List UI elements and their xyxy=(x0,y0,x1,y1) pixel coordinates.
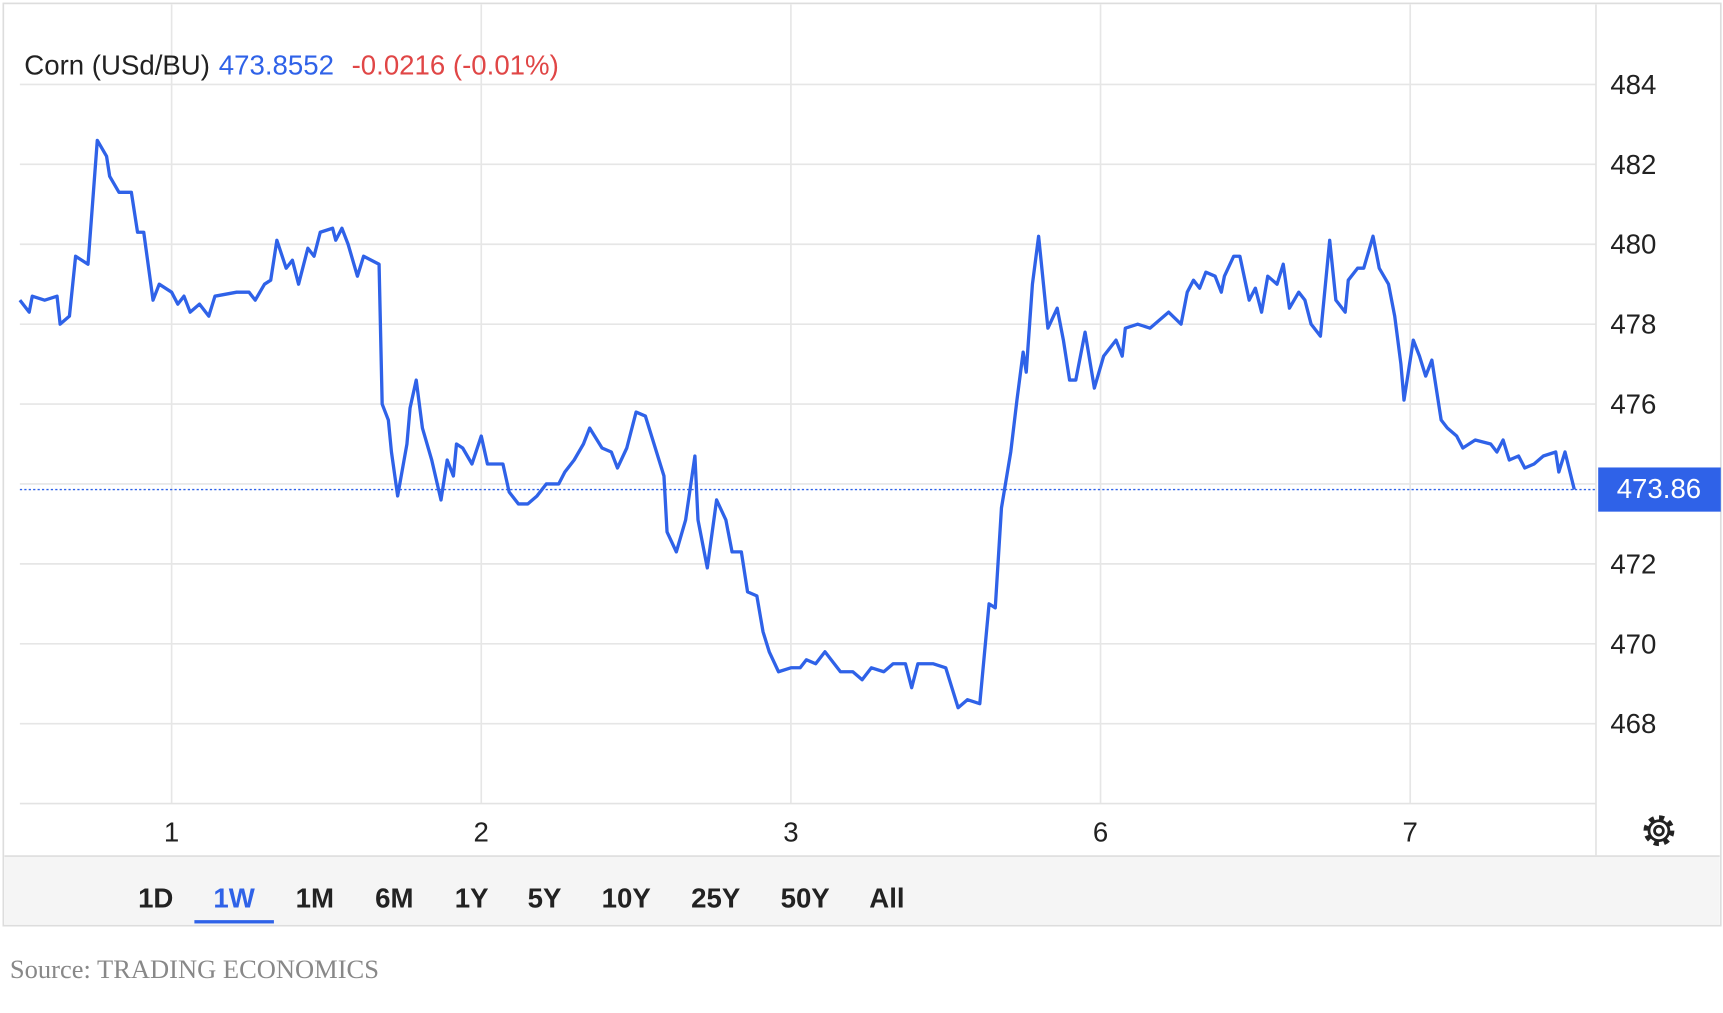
x-tick-label: 3 xyxy=(783,816,798,847)
x-tick-label: 6 xyxy=(1093,816,1108,847)
range-button[interactable]: All xyxy=(869,883,904,914)
chart-title: Corn (USd/BU) xyxy=(24,50,210,81)
range-bar xyxy=(4,856,1720,925)
x-tick-label: 1 xyxy=(164,816,179,847)
range-button[interactable]: 5Y xyxy=(528,883,562,914)
chart-card xyxy=(2,2,1722,927)
source: Source: TRADING ECONOMICS xyxy=(10,954,379,984)
x-tick-label: 2 xyxy=(474,816,489,847)
range-button[interactable]: 6M xyxy=(375,883,413,914)
y-tick-label: 470 xyxy=(1610,628,1656,659)
range-button[interactable]: 10Y xyxy=(602,883,651,914)
range-active-underline xyxy=(194,920,274,924)
price-change: -0.0216 (-0.01%) xyxy=(352,50,559,81)
y-tick-label: 472 xyxy=(1610,548,1656,579)
y-tick-label: 478 xyxy=(1610,309,1656,340)
price-line xyxy=(18,138,1576,710)
last-value-label: 473.86 xyxy=(1617,473,1701,504)
y-tick-label: 482 xyxy=(1610,149,1656,180)
y-tick-label: 476 xyxy=(1610,389,1656,420)
settings-icon[interactable] xyxy=(1643,815,1675,847)
last-value-tag xyxy=(1598,467,1721,512)
range-buttons: 1D 1W 1M 6M 1Y 5Y 10Y 25Y 50Y All xyxy=(138,883,905,924)
range-button[interactable]: 25Y xyxy=(691,883,740,914)
grid xyxy=(19,4,1596,804)
price: 473.8552 xyxy=(219,50,334,81)
plot xyxy=(18,138,1596,710)
y-tick-label: 480 xyxy=(1610,229,1656,260)
range-button[interactable]: 1M xyxy=(296,883,334,914)
range-button[interactable]: 1D xyxy=(138,883,173,914)
range-button[interactable]: 1Y xyxy=(455,883,489,914)
x-tick-label: 7 xyxy=(1403,816,1418,847)
chart-header: Corn (USd/BU) 473.8552 -0.0216 (-0.01%) xyxy=(24,50,558,81)
y-tick-label: 484 xyxy=(1610,69,1656,100)
y-tick-label: 468 xyxy=(1610,708,1656,739)
range-button[interactable]: 50Y xyxy=(781,883,830,914)
range-button[interactable]: 1W xyxy=(213,883,255,914)
